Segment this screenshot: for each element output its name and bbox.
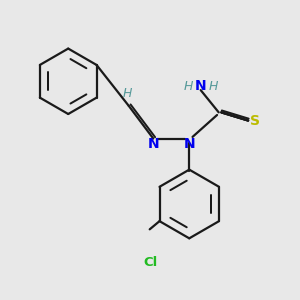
Text: N: N [183,137,195,152]
Text: N: N [148,137,159,152]
Text: H: H [122,87,132,100]
Text: H: H [184,80,193,93]
Text: N: N [195,79,206,93]
Text: S: S [250,114,260,128]
Text: H: H [208,80,218,93]
Text: Cl: Cl [143,256,157,269]
